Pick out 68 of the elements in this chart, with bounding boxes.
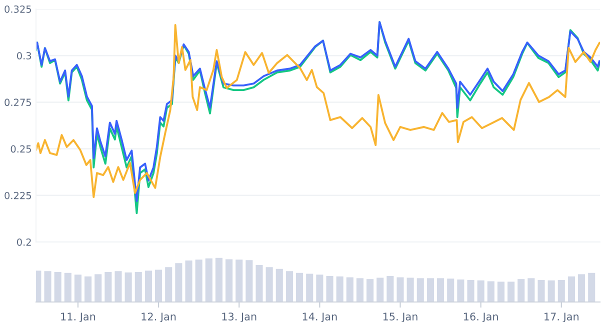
bar xyxy=(246,260,253,302)
bar xyxy=(376,278,384,302)
x-tick-label: 12. Jan xyxy=(142,312,176,322)
bar xyxy=(316,274,324,302)
bar xyxy=(406,278,414,302)
bar xyxy=(286,271,293,302)
bar xyxy=(236,260,243,302)
bar xyxy=(104,272,112,302)
y-tick-label: 0.25 xyxy=(10,145,31,153)
bar xyxy=(195,260,202,302)
bar xyxy=(487,281,494,302)
bar xyxy=(44,271,52,302)
bar xyxy=(144,270,152,302)
bar xyxy=(457,280,464,302)
bar xyxy=(497,282,504,302)
bar xyxy=(155,270,162,302)
x-tick-label: 15. Jan xyxy=(383,312,418,322)
bar xyxy=(326,276,334,302)
bar xyxy=(64,272,72,302)
bar xyxy=(437,278,444,302)
bar xyxy=(426,278,434,302)
x-tick-label: 11. Jan xyxy=(61,312,96,322)
y-tick-label: 0.275 xyxy=(4,98,31,106)
bar xyxy=(447,278,454,302)
x-tick-label: 13. Jan xyxy=(222,312,256,322)
bar xyxy=(296,272,304,302)
bar xyxy=(276,268,283,302)
bar xyxy=(226,259,233,302)
bar xyxy=(54,272,62,302)
bar xyxy=(467,280,474,302)
bar xyxy=(588,272,596,302)
y-tick-label: 0.2 xyxy=(17,238,31,246)
bar xyxy=(578,274,586,302)
y-tick-label: 0.225 xyxy=(4,192,31,200)
y-tick-label: 0.325 xyxy=(4,5,31,13)
bar xyxy=(84,276,92,302)
bar xyxy=(215,258,222,302)
bar xyxy=(558,280,565,302)
bar xyxy=(568,276,575,302)
bar xyxy=(416,278,424,302)
bar xyxy=(306,274,314,302)
bar xyxy=(477,280,484,302)
x-tick-label: 14. Jan xyxy=(302,312,337,322)
bar xyxy=(134,272,142,302)
y-tick-label: 0.3 xyxy=(17,52,32,60)
bar xyxy=(114,271,122,302)
bar xyxy=(185,260,192,302)
bar xyxy=(528,278,535,302)
bar xyxy=(366,279,374,302)
bar xyxy=(256,264,263,302)
bar xyxy=(518,279,525,302)
bar xyxy=(74,274,82,302)
bar xyxy=(538,280,545,302)
bar xyxy=(356,278,364,302)
bar xyxy=(94,274,102,302)
bar xyxy=(396,277,404,302)
bar xyxy=(346,277,354,302)
bar xyxy=(386,276,394,302)
bar xyxy=(205,258,212,302)
bar xyxy=(336,276,344,302)
x-tick-label: 17. Jan xyxy=(544,312,578,322)
bar xyxy=(175,263,182,302)
bar xyxy=(548,280,555,302)
bar xyxy=(124,272,132,302)
bar xyxy=(165,267,172,302)
x-tick-label: 16. Jan xyxy=(464,312,498,322)
bar xyxy=(266,267,273,302)
bar xyxy=(508,282,515,302)
